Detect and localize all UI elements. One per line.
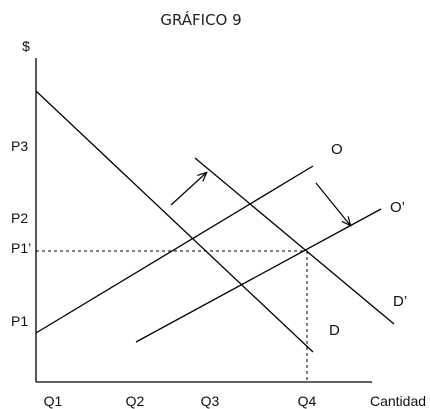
supply-curve <box>35 165 314 334</box>
supply-shifted-curve <box>135 208 382 343</box>
demand-shifted-label: D’ <box>393 293 407 310</box>
x-tick-q1: Q1 <box>44 393 63 409</box>
demand-shifted-curve <box>194 157 395 325</box>
demand-label: D <box>329 322 340 339</box>
y-tick-p2: P2 <box>11 210 28 226</box>
demand-curve <box>35 90 314 353</box>
demand-shift-arrow <box>170 173 206 206</box>
supply-shifted-label: O’ <box>390 199 405 216</box>
supply-shift-arrow <box>315 182 350 225</box>
y-tick-p1-prime: P1’ <box>11 240 31 256</box>
y-axis-label: $ <box>22 38 30 54</box>
y-tick-p3: P3 <box>11 138 28 154</box>
x-tick-q4: Q4 <box>298 393 317 409</box>
x-tick-q2: Q2 <box>126 393 145 409</box>
x-tick-q3: Q3 <box>201 393 220 409</box>
chart-title: GRÁFICO 9 <box>160 10 241 29</box>
supply-label: O <box>331 141 343 158</box>
x-axis-label: Cantidad <box>370 393 426 409</box>
y-tick-p1: P1 <box>11 313 28 329</box>
